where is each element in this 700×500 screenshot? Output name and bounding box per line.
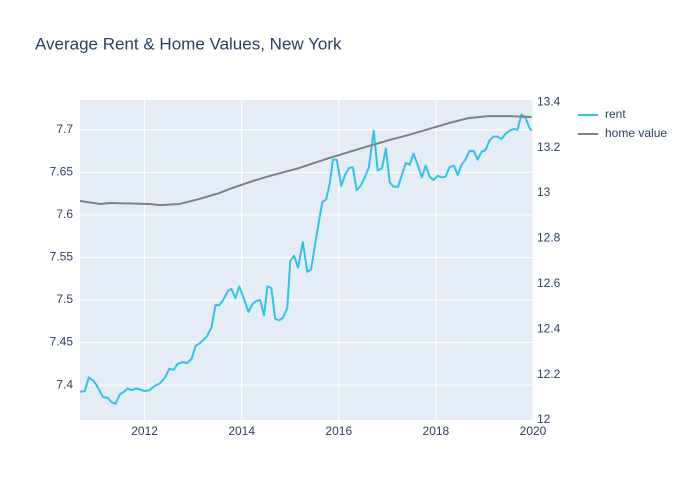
y2-tick-label: 12.8 bbox=[537, 231, 561, 245]
y2-tick-label: 12 bbox=[537, 412, 551, 426]
y2-tick-label: 12.2 bbox=[537, 367, 561, 381]
y2-tick-label: 13.2 bbox=[537, 140, 561, 154]
y-tick-label: 7.6 bbox=[56, 207, 73, 221]
y2-tick-label: 13 bbox=[537, 185, 551, 199]
y2-tick-label: 12.4 bbox=[537, 321, 561, 335]
x-tick-label: 2014 bbox=[228, 424, 255, 438]
x-tick-label: 2018 bbox=[423, 424, 450, 438]
y2-tick-label: 13.4 bbox=[537, 94, 561, 108]
x-tick-label: 2016 bbox=[325, 424, 352, 438]
y-tick-label: 7.5 bbox=[56, 292, 73, 306]
series-line bbox=[80, 113, 533, 405]
series-line bbox=[80, 115, 532, 207]
y-tick-label: 7.65 bbox=[50, 165, 74, 179]
legend-label: home value bbox=[605, 126, 667, 140]
y-tick-label: 7.55 bbox=[50, 250, 74, 264]
chart-title: Average Rent & Home Values, New York bbox=[35, 34, 342, 53]
y2-tick-label: 12.6 bbox=[537, 276, 561, 290]
y-tick-label: 7.4 bbox=[56, 377, 73, 391]
y-tick-label: 7.45 bbox=[50, 335, 74, 349]
x-tick-label: 2012 bbox=[131, 424, 158, 438]
x-tick-label: 2020 bbox=[520, 424, 547, 438]
plot-lines bbox=[80, 113, 533, 405]
legend-label: rent bbox=[605, 107, 626, 121]
plot-area bbox=[80, 100, 533, 420]
y-tick-label: 7.7 bbox=[56, 122, 73, 136]
